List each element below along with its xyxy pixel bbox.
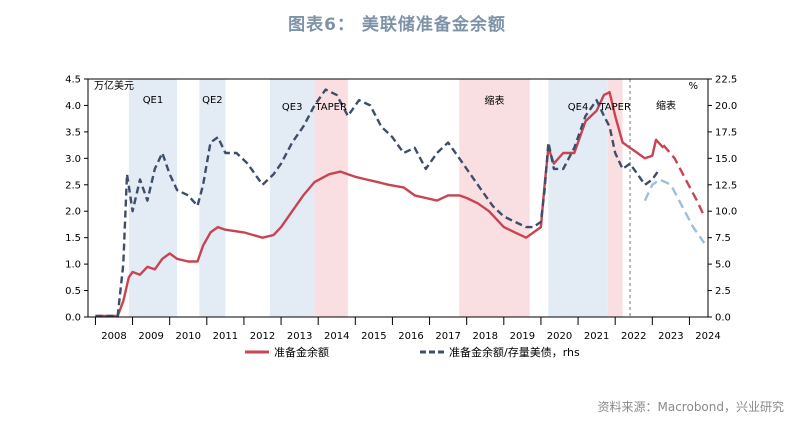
x-tick-label: 2019 — [510, 331, 535, 342]
period-label-3: TAPER — [314, 102, 347, 113]
x-tick-label: 2014 — [324, 331, 349, 342]
series-line-2 — [662, 144, 706, 218]
x-tick-label: 2013 — [287, 331, 312, 342]
legend-label-0: 准备金余额 — [274, 345, 329, 359]
y-right-tick-label: 15.0 — [715, 154, 737, 165]
source-note: 资料来源：Macrobond，兴业研究 — [597, 400, 785, 414]
x-tick-label: 2016 — [398, 331, 423, 342]
x-tick-label: 2017 — [435, 331, 460, 342]
series-line-1 — [95, 88, 661, 318]
y-right-tick-label: 12.5 — [715, 180, 737, 191]
y-left-tick-label: 2.0 — [65, 207, 81, 218]
axes: 0.0 0.5 1.0 1.5 2.0 2.5 3.0 3.5 4.0 4.5 0.0 2.5 5.0 7… — [65, 75, 737, 343]
y-right-tick-label: 7.5 — [715, 233, 731, 244]
y-left-tick-label: 1.5 — [65, 233, 81, 244]
period-band-1 — [199, 79, 226, 317]
period-bands — [128, 79, 631, 317]
x-tick-label: 2015 — [361, 331, 386, 342]
x-tick-label: 2008 — [101, 331, 126, 342]
chart-title: 图表6： 美联储准备金余额 — [288, 15, 506, 35]
legend: 准备金余额 准备金余额/存量美债，rhs — [245, 345, 580, 359]
y-right-unit: % — [688, 81, 698, 92]
period-band-3 — [314, 79, 348, 317]
period-label-6: TAPER — [598, 102, 631, 113]
y-right-tick-label: 20.0 — [715, 101, 737, 112]
x-tick-label: 2010 — [176, 331, 201, 342]
period-label-2: QE3 — [282, 102, 303, 113]
x-tick-label: 2022 — [621, 331, 646, 342]
x-tick-label: 2012 — [250, 331, 275, 342]
period-label-4: 缩表 — [485, 94, 505, 107]
period-labels: QE1 QE2 QE3 TAPER 缩表 QE4 TAPER 缩表 — [143, 94, 676, 113]
y-left-unit: 万亿美元 — [94, 79, 134, 92]
period-band-5 — [548, 79, 608, 317]
period-label-0: QE1 — [143, 95, 164, 106]
x-tick-label: 2023 — [658, 331, 683, 342]
period-band-6 — [607, 79, 623, 317]
y-right-tick-label: 5.0 — [715, 260, 731, 271]
period-label-7: 缩表 — [656, 99, 676, 112]
y-left-tick-label: 1.0 — [65, 260, 81, 271]
series-line-3 — [643, 178, 706, 244]
y-left-tick-label: 0.0 — [65, 313, 81, 324]
x-tick-label: 2021 — [584, 331, 609, 342]
series-lines — [95, 88, 706, 318]
period-band-4 — [459, 79, 530, 317]
x-tick-label: 2011 — [213, 331, 238, 342]
y-right-tick-label: 0.0 — [715, 313, 731, 324]
legend-label-1: 准备金余额/存量美债，rhs — [449, 345, 580, 359]
y-left-tick-label: 3.0 — [65, 154, 81, 165]
plot-frame — [87, 78, 709, 318]
y-left-tick-label: 3.5 — [65, 127, 81, 138]
period-label-1: QE2 — [202, 95, 223, 106]
y-right-tick-label: 10.0 — [715, 207, 737, 218]
x-tick-label: 2018 — [473, 331, 498, 342]
y-left-tick-label: 2.5 — [65, 180, 81, 191]
y-right-tick-label: 2.5 — [715, 286, 731, 297]
period-band-2 — [269, 79, 315, 317]
series-line-0 — [95, 90, 665, 318]
x-tick-label: 2020 — [547, 331, 572, 342]
y-right-tick-label: 17.5 — [715, 127, 737, 138]
y-right-tick-label: 22.5 — [715, 75, 737, 86]
period-label-5: QE4 — [568, 102, 589, 113]
y-left-tick-label: 4.5 — [65, 75, 81, 86]
x-tick-label: 2024 — [695, 331, 720, 342]
x-tick-label: 2009 — [138, 331, 163, 342]
y-left-tick-label: 4.0 — [65, 101, 81, 112]
y-left-tick-label: 0.5 — [65, 286, 81, 297]
